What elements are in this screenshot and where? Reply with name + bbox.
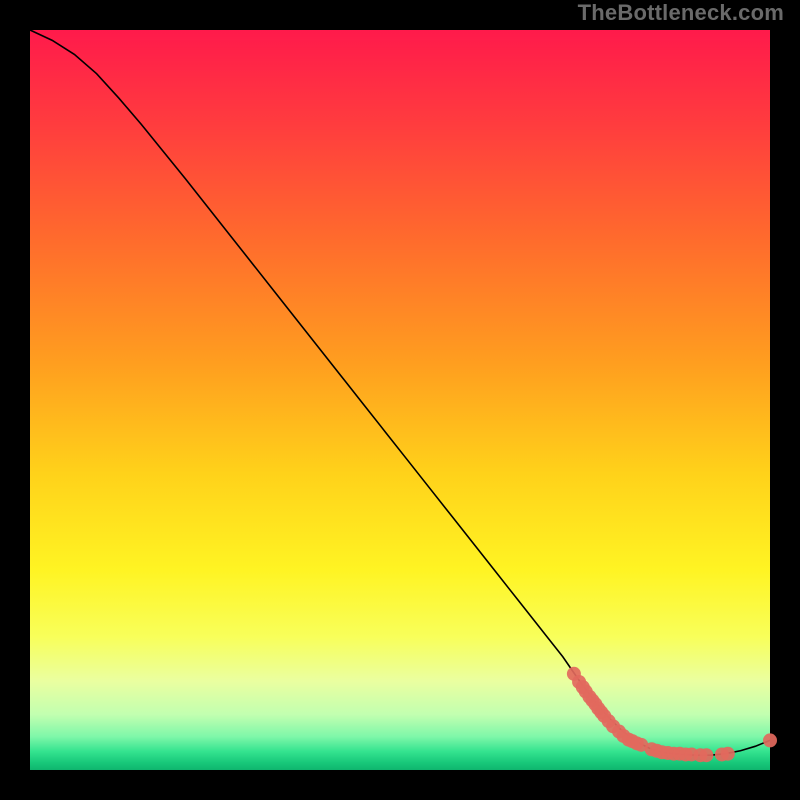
figure: TheBottleneck.com [0, 0, 800, 800]
scatter-point [721, 747, 735, 761]
scatter-point [763, 733, 777, 747]
watermark-text: TheBottleneck.com [578, 0, 784, 26]
plot-background [30, 30, 770, 770]
scatter-point [699, 748, 713, 762]
chart-canvas [0, 0, 800, 800]
